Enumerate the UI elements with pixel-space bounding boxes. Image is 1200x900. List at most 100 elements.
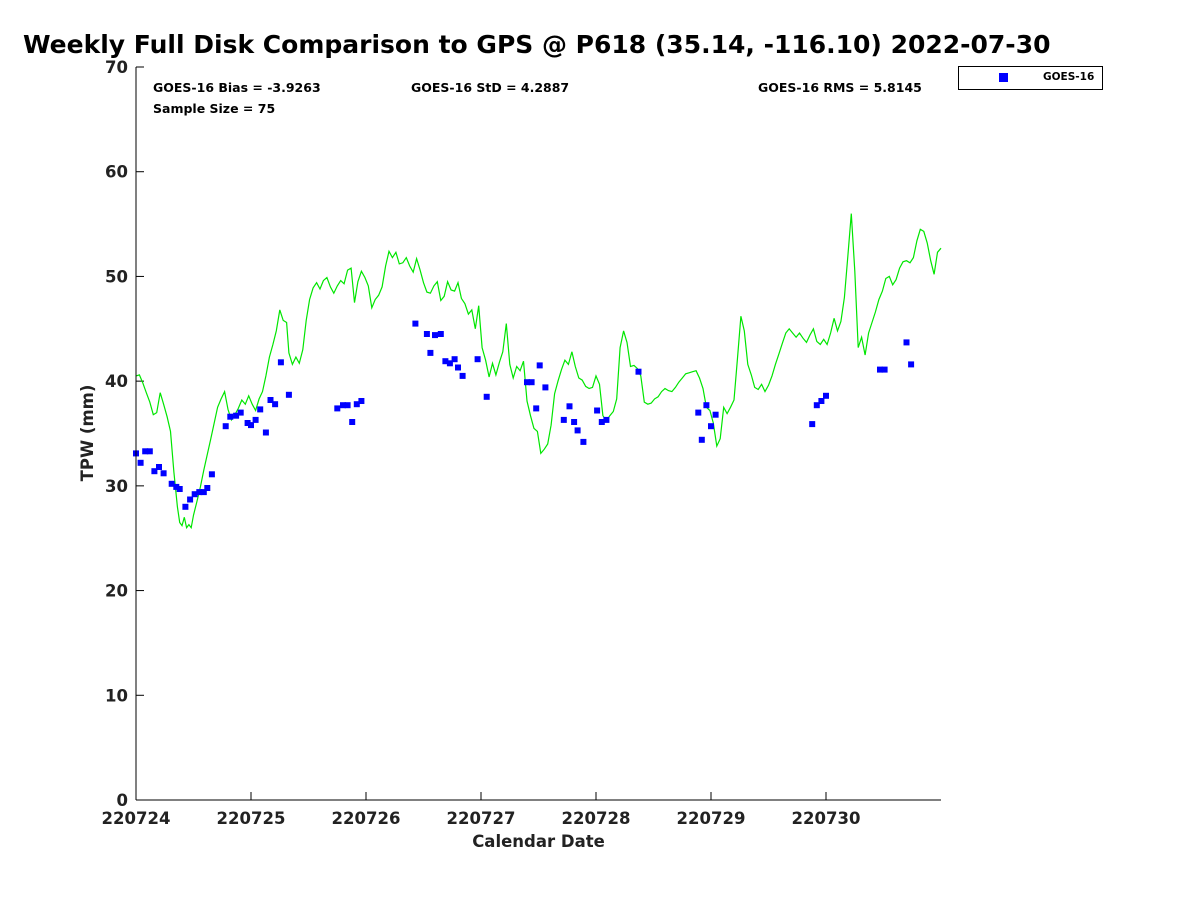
goes-point (451, 356, 458, 363)
x-tick-label: 220729 (677, 809, 746, 828)
y-tick-label: 60 (105, 163, 128, 182)
goes-point (881, 366, 888, 373)
rms-stat: GOES-16 RMS = 5.8145 (758, 80, 922, 95)
goes-point (349, 419, 356, 425)
chart-title: Weekly Full Disk Comparison to GPS @ P61… (23, 30, 1051, 59)
goes-point (598, 419, 605, 425)
x-tick-label: 220730 (792, 809, 861, 828)
goes-point (340, 402, 346, 409)
goes-point (533, 405, 540, 412)
goes-point (248, 422, 254, 429)
x-tick-label: 220727 (447, 809, 516, 828)
goes-point (695, 409, 702, 416)
goes-point (809, 421, 816, 428)
goes-point (594, 407, 601, 414)
x-tick-label: 220726 (332, 809, 401, 828)
y-tick-label: 50 (105, 267, 128, 286)
goes-point (196, 489, 203, 496)
goes-point (536, 362, 543, 369)
goes-point (574, 427, 581, 434)
x-tick-label: 220728 (562, 809, 631, 828)
goes-point (358, 398, 365, 404)
goes-point (703, 402, 710, 409)
x-tick-label: 220725 (217, 809, 286, 828)
goes-point (908, 361, 915, 368)
goes-point (334, 405, 341, 412)
y-tick-label: 40 (105, 372, 128, 391)
goes-point (423, 331, 430, 337)
goes-point (208, 471, 215, 478)
goes-point (437, 331, 444, 337)
goes-point (459, 372, 466, 379)
goes-point (635, 368, 642, 375)
sample-size-stat: Sample Size = 75 (153, 101, 276, 116)
goes-point (151, 468, 158, 475)
goes-point (442, 358, 449, 365)
goes-point (823, 392, 829, 399)
goes-point (267, 397, 274, 403)
y-tick-label: 0 (117, 791, 128, 810)
goes-point (176, 486, 183, 492)
goes-point (262, 429, 269, 436)
goes-point (698, 436, 705, 443)
goes-point (571, 419, 578, 425)
goes-point (156, 464, 162, 470)
goes-point (524, 379, 530, 386)
y-axis-label: TPW (mm) (78, 385, 97, 482)
goes-point (353, 401, 360, 408)
y-axis-ticks: 0 10 20 30 40 50 60 70 (105, 58, 144, 810)
goes-point (277, 359, 284, 366)
goes-point (244, 420, 251, 426)
goes-point (528, 379, 535, 386)
goes-series (133, 320, 915, 510)
goes-point (160, 470, 167, 477)
goes-point (173, 483, 180, 490)
goes-point (252, 416, 259, 423)
y-tick-label: 10 (105, 686, 128, 705)
goes-point (182, 503, 189, 510)
legend: GOES-16 (958, 66, 1103, 90)
goes-point (137, 459, 144, 466)
goes-point (818, 398, 825, 404)
goes-point (191, 491, 198, 498)
goes-point (483, 393, 490, 400)
goes-point (603, 416, 610, 423)
goes-point (813, 402, 820, 409)
goes-point (257, 406, 264, 413)
goes-point (272, 401, 279, 408)
goes-point (142, 448, 149, 455)
goes-point (168, 480, 175, 487)
goes-point (580, 438, 587, 445)
goes-point (412, 320, 419, 327)
goes-point (233, 412, 240, 419)
goes-point (566, 403, 573, 410)
goes-point (446, 360, 453, 367)
goes-point (200, 489, 207, 496)
goes-point (542, 384, 549, 391)
goes-point (237, 409, 244, 416)
goes-point (222, 423, 229, 430)
goes-point (285, 391, 292, 398)
goes-point (146, 448, 153, 455)
goes-point (427, 349, 434, 356)
goes-point (877, 366, 883, 373)
goes-point (344, 402, 351, 409)
goes-point (455, 364, 461, 371)
goes-point (204, 485, 211, 491)
y-tick-label: 70 (105, 58, 128, 77)
x-axis-ticks: 220724 220725 220726 220727 220728 220729 2207… (102, 792, 861, 828)
legend-marker (999, 73, 1008, 82)
gps-line (135, 213, 942, 530)
goes-point (432, 332, 438, 339)
goes-point (903, 339, 910, 346)
std-stat: GOES-16 StD = 4.2887 (411, 80, 570, 95)
goes-point (712, 411, 719, 418)
goes-point (708, 423, 714, 430)
legend-label: GOES-16 (1043, 71, 1095, 83)
goes-point (560, 416, 567, 423)
goes-point (474, 356, 481, 363)
goes-point (227, 413, 234, 420)
goes-point (187, 496, 194, 503)
x-tick-label: 220724 (102, 809, 171, 828)
